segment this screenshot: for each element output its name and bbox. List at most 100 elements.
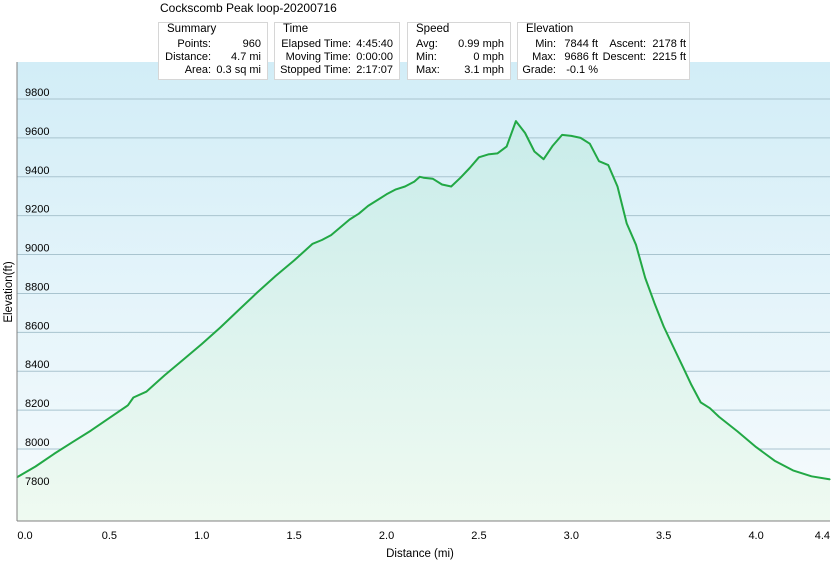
time-panel: Time Elapsed Time: 4:45:40 Moving Time: … <box>274 22 400 80</box>
y-tick-label: 9600 <box>25 126 49 138</box>
elevation-point <box>792 469 794 472</box>
elevation-point <box>441 183 443 186</box>
elevation-point <box>700 401 702 403</box>
speed-min-label: Min: <box>416 51 437 63</box>
y-tick-label: 9800 <box>25 87 49 99</box>
points-value: 960 <box>242 38 261 50</box>
elevation-point <box>515 120 517 122</box>
area-value: 0.3 sq mi <box>216 64 261 76</box>
elevation-point <box>589 143 591 145</box>
speed-header: Speed <box>416 23 450 35</box>
elevation-point <box>709 407 711 409</box>
elevation-point <box>358 213 360 215</box>
elevation-point <box>681 364 683 367</box>
elevation-point <box>419 176 421 178</box>
elevation-point <box>718 416 720 418</box>
area-label: Area: <box>184 64 211 76</box>
moving-time-label: Moving Time: <box>285 51 351 63</box>
elapsed-time-label: Elapsed Time: <box>281 38 351 50</box>
grade-value: -0.1 % <box>566 64 598 76</box>
y-tick-label: 9200 <box>25 204 49 216</box>
x-tick-label: 4.0 <box>748 530 763 542</box>
elevation-point <box>737 430 739 433</box>
elevation-point <box>755 446 757 448</box>
elevation-point <box>164 374 166 376</box>
elevation-point <box>238 309 240 311</box>
speed-max-value: 3.1 mph <box>464 64 504 76</box>
elevation-point <box>533 150 535 153</box>
points-label: Points: <box>177 38 211 50</box>
elevation-point <box>201 343 203 345</box>
x-tick-label: 4.4 <box>815 530 830 542</box>
elevation-point <box>404 185 406 188</box>
ascent-label: Ascent: <box>609 38 646 50</box>
elevation-point <box>293 259 295 261</box>
distance-label: Distance: <box>165 51 211 63</box>
elevation-point <box>653 302 656 304</box>
elevation-point <box>312 243 314 245</box>
y-tick-label: 7800 <box>25 476 49 488</box>
summary-header: Summary <box>167 23 217 35</box>
y-tick-label: 8800 <box>25 281 49 293</box>
elevation-point <box>432 178 434 180</box>
elevation-point <box>182 358 184 361</box>
elevation-point <box>773 460 776 462</box>
x-axis-title: Distance (mi) <box>386 548 454 560</box>
elevation-point <box>34 465 37 468</box>
y-tick-label: 8600 <box>25 320 49 332</box>
stopped-time-value: 2:17:07 <box>356 64 393 76</box>
elevation-point <box>552 145 554 147</box>
elevation-point <box>644 277 646 279</box>
elevation-point <box>90 429 92 432</box>
elevation-point <box>570 135 572 137</box>
elevation-point <box>690 384 693 386</box>
elevation-point <box>663 325 665 328</box>
summary-panel: Summary Points: 960 Distance: 4.7 mi Are… <box>158 22 268 80</box>
descent-label: Descent: <box>602 51 646 63</box>
elevation-point <box>607 164 609 166</box>
elevation-point <box>579 137 582 139</box>
y-tick-label: 9000 <box>25 243 49 255</box>
speed-max-label: Max: <box>416 64 440 76</box>
elevation-min-value: 7844 ft <box>564 38 598 50</box>
time-header: Time <box>283 23 309 35</box>
elevation-point <box>132 396 135 399</box>
elevation-area-fill <box>17 121 830 521</box>
elevation-point <box>561 134 563 136</box>
elevation-point <box>275 275 277 277</box>
elevation-point <box>543 158 545 160</box>
elevation-point <box>469 167 471 169</box>
distance-value: 4.7 mi <box>231 51 261 63</box>
grade-label: Grade: <box>522 64 556 76</box>
elevation-point <box>385 193 388 195</box>
speed-min-value: 0 mph <box>473 51 504 63</box>
x-tick-label: 2.5 <box>471 530 486 542</box>
x-tick-label: 1.5 <box>287 530 302 542</box>
elevation-point <box>810 475 813 477</box>
elevation-min-label: Min: <box>535 38 556 50</box>
elevation-point <box>422 177 425 179</box>
y-tick-label: 8400 <box>25 359 49 371</box>
elevation-point <box>616 185 619 188</box>
speed-avg-label: Avg: <box>416 38 438 50</box>
speed-panel: Speed Avg: 0.99 mph Min: 0 mph Max: 3.1 … <box>407 22 511 80</box>
elevation-point <box>321 239 323 241</box>
y-tick-label: 9400 <box>25 165 49 177</box>
elevation-max-value: 9686 ft <box>564 51 598 63</box>
elevation-point <box>459 177 462 179</box>
elevation-point <box>108 417 110 419</box>
elevation-point <box>395 188 397 190</box>
speed-avg-value: 0.99 mph <box>458 38 504 50</box>
x-tick-label: 2.0 <box>379 530 394 542</box>
elevation-point <box>598 160 600 162</box>
elevation-point <box>330 234 332 236</box>
ascent-value: 2178 ft <box>652 38 686 50</box>
elevation-point <box>127 404 129 406</box>
elevation-point <box>53 453 55 455</box>
stopped-time-label: Stopped Time: <box>280 64 351 76</box>
elevation-point <box>496 152 499 155</box>
elevation-point <box>145 391 147 393</box>
elevation-point <box>413 181 415 183</box>
elevation-point <box>478 156 480 158</box>
